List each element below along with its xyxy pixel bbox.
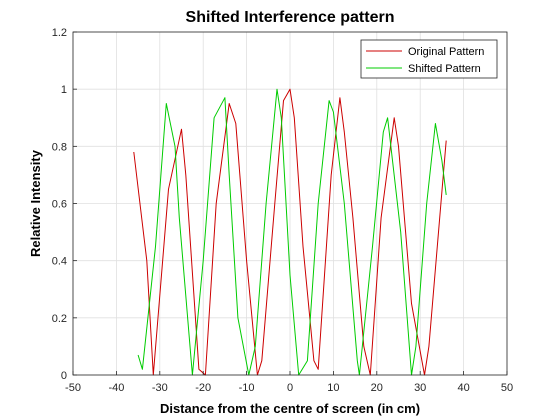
x-tick-label: -10	[239, 382, 255, 394]
series-line-shifted-pattern	[137, 88, 447, 376]
y-tick-label: 0.2	[52, 313, 67, 325]
x-tick-label: -50	[65, 382, 81, 394]
legend-box	[360, 39, 498, 79]
legend-label-original-pattern: Original Pattern	[408, 46, 484, 58]
x-tick-label: 10	[327, 382, 339, 394]
x-tick-label: -30	[152, 382, 168, 394]
legend: Original Pattern Shifted Pattern	[360, 39, 498, 79]
y-tick-label: 0.4	[52, 256, 67, 268]
x-axis: -50 -40 -30 -20 -10 0 10 20 30 40 50	[65, 371, 513, 394]
x-tick-label: 30	[414, 382, 426, 394]
y-tick-label: 0	[61, 370, 67, 382]
series-layer	[133, 88, 447, 376]
x-tick-label: 40	[457, 382, 469, 394]
x-tick-label: -20	[195, 382, 211, 394]
x-tick-label: 0	[287, 382, 293, 394]
y-tick-label: 1	[61, 84, 67, 96]
y-axis: 0 0.2 0.4 0.6 0.8 1 1.2	[52, 27, 77, 382]
y-tick-label: 0.6	[52, 199, 67, 211]
series-line-original-pattern	[133, 88, 447, 376]
x-tick-label: 50	[501, 382, 513, 394]
y-axis-label: Relative Intensity	[28, 149, 43, 257]
chart-title: Shifted Interference pattern	[186, 9, 395, 26]
y-tick-label: 1.2	[52, 27, 67, 39]
x-tick-label: 20	[371, 382, 383, 394]
legend-label-shifted-pattern: Shifted Pattern	[408, 63, 481, 75]
y-tick-label: 0.8	[52, 141, 67, 153]
x-axis-label: Distance from the centre of screen (in c…	[160, 401, 420, 416]
x-tick-label: -40	[108, 382, 124, 394]
